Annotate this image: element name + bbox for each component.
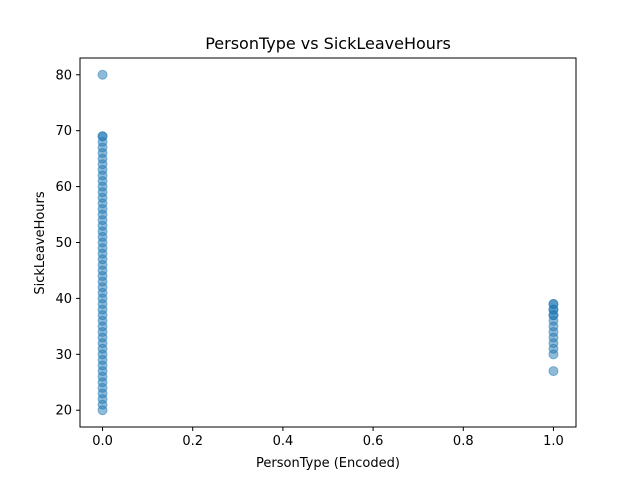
y-tick-label: 50	[55, 236, 72, 251]
x-tick-label: 0.2	[182, 434, 203, 449]
chart-title: PersonType vs SickLeaveHours	[205, 34, 451, 53]
y-tick-label: 30	[55, 348, 72, 363]
y-tick-label: 20	[55, 404, 72, 419]
data-point	[548, 310, 559, 321]
y-tick-label: 70	[55, 124, 72, 139]
data-points	[97, 69, 559, 416]
y-tick-label: 60	[55, 180, 72, 195]
y-tick-label: 80	[55, 68, 72, 83]
y-tick-label: 40	[55, 292, 72, 307]
x-axis-label: PersonType (Encoded)	[256, 456, 400, 471]
y-axis-ticks: 20 30 40 50 60 70 80	[55, 68, 80, 419]
x-tick-label: 0.0	[92, 434, 113, 449]
data-point	[97, 131, 108, 142]
data-point	[548, 299, 559, 309]
data-point	[548, 366, 559, 377]
x-axis-ticks: 0.0 0.2 0.4 0.6 0.8 1.0	[92, 427, 564, 449]
x-tick-label: 1.0	[543, 434, 564, 449]
y-axis-label: SickLeaveHours	[33, 191, 48, 295]
x-tick-label: 0.6	[363, 434, 384, 449]
data-point	[97, 69, 108, 80]
x-tick-label: 0.8	[453, 434, 474, 449]
x-tick-label: 0.4	[273, 434, 294, 449]
